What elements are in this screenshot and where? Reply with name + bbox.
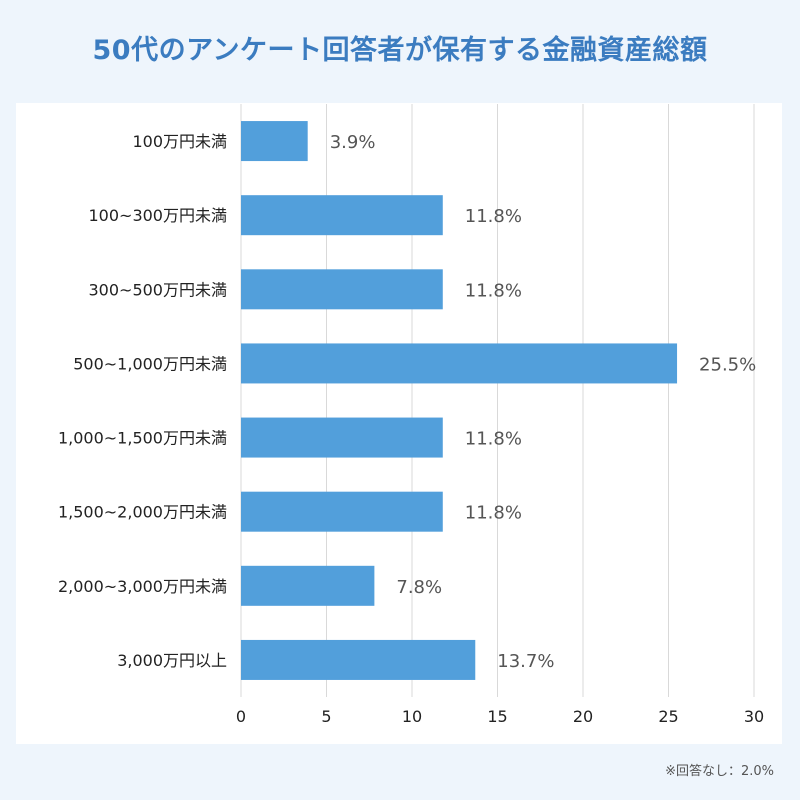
chart-title: 50代のアンケート回答者が保有する金融資産総額: [92, 35, 708, 66]
bar: [241, 491, 443, 532]
bar: [241, 565, 375, 606]
bar: [241, 269, 443, 310]
x-tick-label: 25: [658, 707, 678, 726]
category-label: 2,000~3,000万円未満: [58, 577, 227, 596]
category-label: 100~300万円未満: [89, 206, 228, 225]
value-label: 25.5%: [699, 354, 756, 375]
value-label: 7.8%: [396, 577, 442, 598]
bar: [241, 121, 308, 162]
no-answer-note: ※回答なし：2.0%: [665, 764, 774, 779]
x-tick-label: 10: [402, 707, 422, 726]
x-tick-label: 15: [487, 707, 507, 726]
value-label: 13.7%: [497, 651, 554, 672]
bar: [241, 639, 476, 680]
category-label: 100万円未満: [132, 132, 227, 151]
category-label: 300~500万円未満: [89, 280, 228, 299]
category-label: 500~1,000万円未満: [73, 354, 227, 373]
x-tick-label: 20: [573, 707, 593, 726]
x-tick-label: 0: [236, 707, 246, 726]
category-label: 1,500~2,000万円未満: [58, 503, 227, 522]
category-label: 1,000~1,500万円未満: [58, 429, 227, 448]
value-label: 3.9%: [330, 132, 376, 153]
value-label: 11.8%: [465, 280, 522, 301]
bar: [241, 343, 678, 384]
bar: [241, 195, 443, 236]
category-label: 3,000万円以上: [117, 651, 227, 670]
value-label: 11.8%: [465, 429, 522, 450]
value-label: 11.8%: [465, 503, 522, 524]
bar: [241, 417, 443, 458]
x-tick-label: 30: [744, 707, 764, 726]
x-tick-label: 5: [321, 707, 331, 726]
value-label: 11.8%: [465, 206, 522, 227]
